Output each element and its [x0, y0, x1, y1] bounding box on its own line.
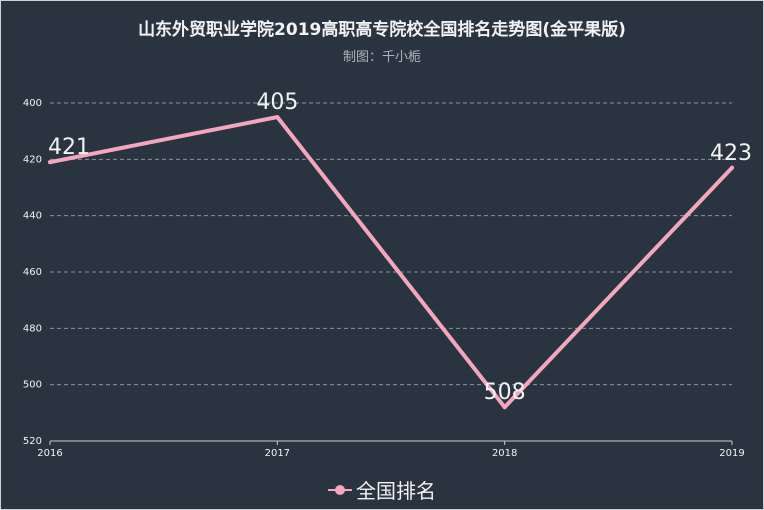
- chart-title: 山东外贸职业学院2019高职高专院校全国排名走势图(金平果版): [138, 20, 626, 40]
- y-tick-label: 460: [23, 267, 42, 278]
- x-tick-label: 2018: [492, 448, 517, 459]
- y-tick-label: 500: [23, 380, 42, 391]
- data-point: [502, 405, 507, 410]
- x-tick-label: 2019: [719, 448, 744, 459]
- y-tick-label: 400: [23, 98, 42, 109]
- y-tick-label: 440: [23, 211, 42, 222]
- legend[interactable]: 全国排名: [1, 475, 763, 504]
- series-line: [48, 115, 734, 410]
- data-label: 405: [256, 90, 298, 115]
- legend-label: 全国排名: [356, 479, 436, 503]
- data-label: 421: [48, 135, 90, 160]
- x-tick-label: 2017: [265, 448, 290, 459]
- data-point: [730, 165, 734, 170]
- data-point: [48, 160, 52, 165]
- legend-line-icon: [328, 484, 352, 495]
- y-tick-label: 420: [23, 154, 42, 165]
- y-tick-label: 520: [23, 436, 42, 447]
- chart-subtitle: 制图：千小栀: [342, 50, 421, 65]
- x-tick-label: 2016: [37, 448, 62, 459]
- data-point: [275, 115, 280, 120]
- data-label: 423: [710, 141, 752, 166]
- data-label: 508: [484, 380, 526, 405]
- y-tick-label: 480: [23, 323, 42, 334]
